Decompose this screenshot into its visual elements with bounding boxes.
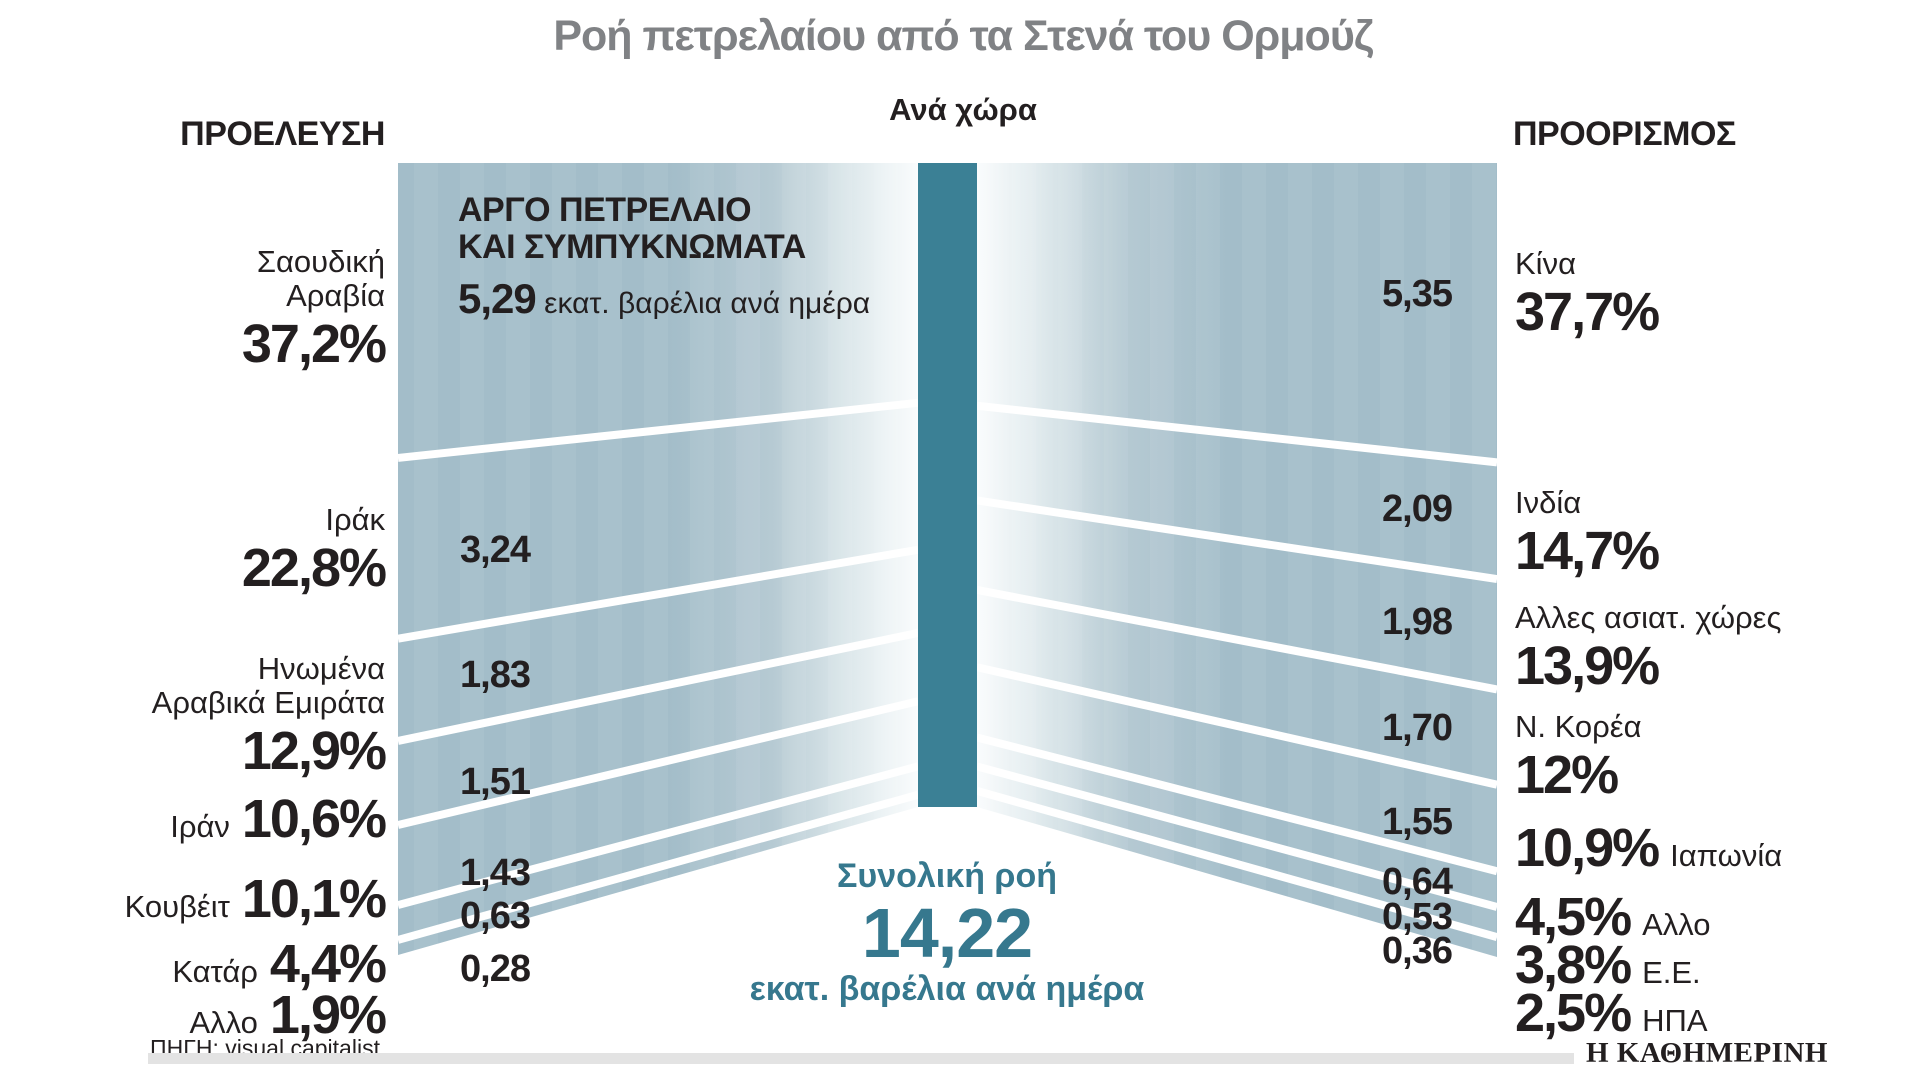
destination-label-s-korea: Ν. Κορέα 12% (1515, 709, 1642, 805)
destination-column-header: ΠΡΟΟΡΙΣΜΟΣ (1513, 115, 1736, 153)
page-title: Ροή πετρελαίου από τα Στενά του Ορμούζ (553, 12, 1373, 60)
total-flow-label: Συνολική ροή (837, 857, 1057, 895)
origin-label-uae: Ηνωμένα Αραβικά Εμιράτα 12,9% (151, 651, 387, 781)
band-separator-origin-1 (397, 545, 919, 643)
crude-oil-note-title: ΑΡΓΟ ΠΕΤΡΕΛΑΙΟ ΚΑΙ ΣΥΜΠΥΚΝΩΜΑΤΑ (458, 191, 806, 266)
total-flow-unit: εκατ. βαρέλια ανά ημέρα (749, 970, 1145, 1008)
flow-band-stripes-destination-2 (977, 500, 1497, 690)
flow-band-stripes-origin-3 (398, 632, 918, 825)
band-separator-destination-2 (976, 586, 1498, 694)
destination-value-eu: 0,53 (1382, 896, 1453, 938)
flow-band-stripes-origin-0 (398, 163, 918, 458)
band-separator-origin-2 (397, 629, 919, 745)
destination-value-usa: 0,36 (1382, 930, 1453, 972)
destination-label-other-asia: Αλλες ασιατ. χώρες 13,9% (1515, 600, 1782, 696)
total-flow-value: 14,22 (861, 894, 1033, 972)
origin-label-other: Αλλο 1,9% (189, 985, 387, 1045)
band-separator-destination-3 (976, 663, 1498, 789)
destination-value-china: 5,35 (1382, 273, 1453, 315)
band-separator-destination-4 (976, 733, 1498, 876)
destination-label-india: Ινδία 14,7% (1515, 485, 1660, 581)
band-separator-origin-3 (397, 697, 919, 829)
origin-label-kuwait: Κουβέιτ 10,1% (124, 869, 387, 929)
origin-label-saudi-arabia: Σαουδική Αραβία 37,2% (241, 244, 387, 374)
band-separator-destination-6 (975, 787, 1499, 942)
origin-value-other: 0,28 (460, 948, 531, 990)
crude-oil-note-value: 5,29 εκατ. βαρέλια ανά ημέρα (458, 275, 871, 322)
band-separator-origin-0 (397, 398, 919, 462)
origin-column-header: ΠΡΟΕΛΕΥΣΗ (180, 115, 385, 153)
band-separator-origin-4 (396, 762, 920, 909)
flow-band-stripes-destination-0 (977, 163, 1497, 463)
origin-value-iraq: 3,24 (460, 529, 531, 571)
destination-value-other: 0,64 (1382, 861, 1453, 903)
destination-label-china: Κίνα 37,7% (1515, 246, 1660, 342)
destination-value-s-korea: 1,70 (1382, 707, 1453, 749)
flow-band-stripes-destination-5 (977, 737, 1497, 907)
destination-label-japan: 10,9% Ιαπωνία (1515, 818, 1783, 878)
origin-value-kuwait: 1,43 (460, 852, 531, 894)
destination-value-japan: 1,55 (1382, 801, 1453, 843)
band-separator-origin-5 (396, 790, 920, 944)
band-separator-destination-1 (976, 496, 1498, 584)
total-flow: Συνολική ροή 14,22 εκατ. βαρέλια ανά ημέ… (750, 856, 1145, 1008)
band-separator-destination-5 (975, 762, 1499, 911)
flow-band-stripes-destination-4 (977, 667, 1497, 872)
destination-label-eu: 3,8% Ε.Ε. (1515, 935, 1701, 995)
kathimerini-logo: Η ΚΑΘΗΜΕΡΙΝΗ (1586, 1037, 1828, 1069)
origin-label-iran: Ιράν 10,6% (170, 789, 387, 849)
origin-label-qatar: Κατάρ 4,4% (172, 934, 387, 994)
flow-band-stripes-destination-3 (977, 589, 1497, 785)
flow-band-stripes-origin-4 (398, 701, 918, 906)
footer-divider (148, 1053, 1574, 1064)
origin-value-iran: 1,51 (460, 761, 531, 803)
flow-band-stripes-destination-6 (977, 766, 1497, 938)
flow-band-stripes-origin-1 (398, 402, 918, 639)
origin-value-qatar: 0,63 (460, 895, 531, 937)
destination-label-usa: 2,5% ΗΠΑ (1515, 983, 1708, 1043)
destination-value-other-asia: 1,98 (1382, 601, 1453, 643)
destination-label-other: 4,5% Αλλο (1515, 887, 1711, 947)
chart-subtitle: Ανά χώρα (889, 92, 1037, 127)
strait-center-bar (918, 163, 977, 807)
flow-band-stripes-destination-7 (977, 790, 1497, 957)
flow-band-stripes-origin-2 (398, 549, 918, 741)
crude-oil-note: ΑΡΓΟ ΠΕΤΡΕΛΑΙΟ ΚΑΙ ΣΥΜΠΥΚΝΩΜΑΤΑ 5,29 εκα… (458, 192, 870, 323)
destination-value-india: 2,09 (1382, 488, 1453, 530)
origin-label-iraq: Ιράκ 22,8% (241, 502, 387, 598)
band-separator-destination-0 (976, 401, 1498, 467)
flow-band-stripes-origin-5 (398, 766, 918, 940)
origin-value-uae: 1,83 (460, 654, 531, 696)
